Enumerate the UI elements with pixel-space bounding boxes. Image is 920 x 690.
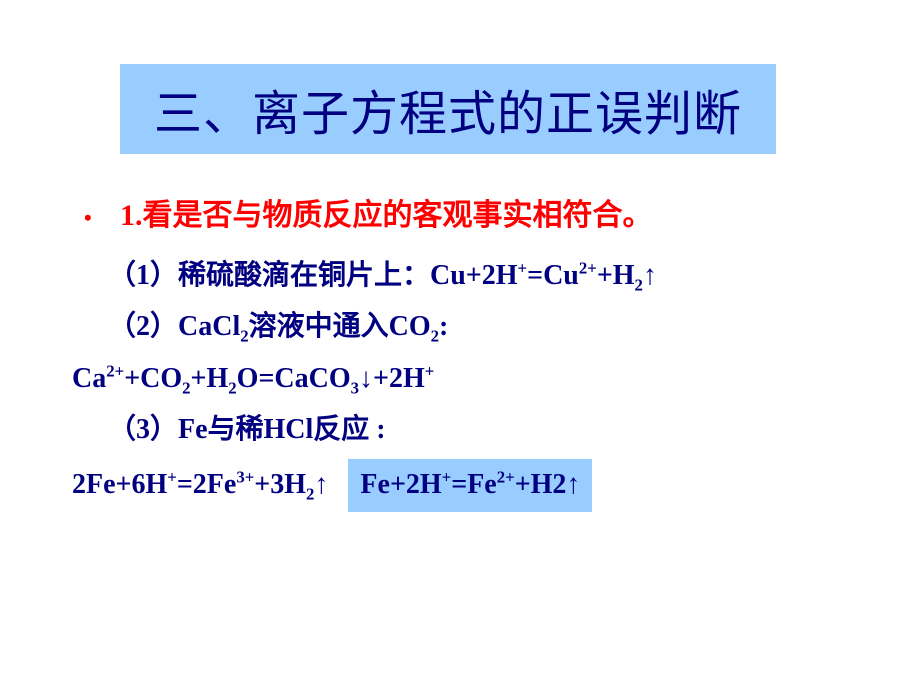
slide: 三、离子方程式的正误判断 •1.看是否与物质反应的客观事实相符合。 （1）稀硫酸… <box>0 0 920 690</box>
equation-2-label: （2）CaCl2溶液中通入CO2: <box>108 305 872 350</box>
content-area: •1.看是否与物质反应的客观事实相符合。 （1）稀硫酸滴在铜片上：Cu+2H+=… <box>72 192 872 518</box>
equation-2-formula: Ca2++CO2+H2O=CaCO3↓+2H+ <box>72 357 872 402</box>
equation-1-formula: Cu+2H+=Cu2++H2↑ <box>430 260 657 291</box>
equation-1-label: （1）稀硫酸滴在铜片上： <box>108 260 430 291</box>
equation-3-row: 2Fe+6H+=2Fe3++3H2↑ Fe+2H+=Fe2++H2↑ <box>72 459 872 512</box>
equation-3-formula: 2Fe+6H+=2Fe3++3H2↑ <box>72 463 328 508</box>
slide-title: 三、离子方程式的正误判断 <box>154 74 742 144</box>
heading-item-1: •1.看是否与物质反应的客观事实相符合。 <box>108 192 872 240</box>
equation-3-correction: Fe+2H+=Fe2++H2↑ <box>348 459 592 512</box>
equation-1: （1）稀硫酸滴在铜片上：Cu+2H+=Cu2++H2↑ <box>108 254 872 299</box>
equation-3-label: （3）Fe与稀HCl反应 : <box>108 408 872 453</box>
title-box: 三、离子方程式的正误判断 <box>120 64 776 154</box>
heading-item-1-text: 1.看是否与物质反应的客观事实相符合。 <box>120 199 653 232</box>
